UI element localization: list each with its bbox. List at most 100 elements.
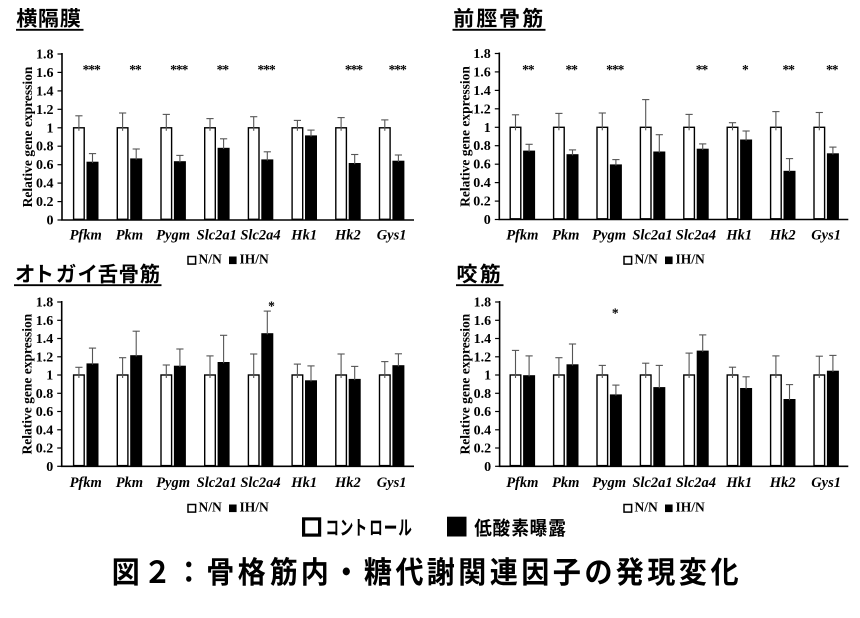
svg-text:Pkm: Pkm [552, 228, 579, 244]
svg-text:1.4: 1.4 [474, 332, 492, 347]
svg-text:***: *** [83, 62, 102, 77]
svg-text:0.4: 0.4 [36, 423, 54, 438]
svg-text:Hk1: Hk1 [725, 475, 752, 491]
svg-text:0.6: 0.6 [36, 158, 54, 173]
svg-text:**: ** [826, 62, 839, 77]
svg-text:*: * [612, 306, 619, 321]
svg-text:0.8: 0.8 [36, 140, 54, 155]
svg-text:0.8: 0.8 [36, 387, 54, 402]
svg-text:1.8: 1.8 [473, 47, 491, 62]
svg-text:*: * [268, 299, 275, 314]
svg-text:Pygm: Pygm [156, 228, 190, 244]
svg-text:Pfkm: Pfkm [70, 475, 102, 491]
svg-text:Slc2a1: Slc2a1 [632, 475, 672, 491]
svg-text:0.4: 0.4 [474, 423, 492, 438]
svg-text:N/N: N/N [635, 252, 659, 267]
svg-text:Slc2a4: Slc2a4 [240, 475, 280, 491]
svg-text:Pfkm: Pfkm [70, 228, 102, 244]
svg-text:Hk2: Hk2 [769, 228, 796, 244]
svg-text:Slc2a4: Slc2a4 [240, 228, 280, 244]
svg-text:1.6: 1.6 [473, 65, 491, 80]
svg-text:Pygm: Pygm [156, 475, 190, 491]
svg-text:Hk1: Hk1 [725, 228, 752, 244]
svg-text:1: 1 [47, 121, 54, 136]
svg-text:0: 0 [484, 213, 491, 228]
svg-text:IH/N: IH/N [240, 252, 270, 267]
svg-text:Hk2: Hk2 [334, 228, 361, 244]
svg-text:Slc2a1: Slc2a1 [197, 228, 237, 244]
svg-text:N/N: N/N [635, 500, 659, 515]
svg-text:Hk1: Hk1 [290, 475, 317, 491]
svg-text:Relative gene expression: Relative gene expression [458, 313, 473, 454]
svg-text:Hk2: Hk2 [334, 475, 361, 491]
svg-text:Slc2a1: Slc2a1 [632, 228, 672, 244]
svg-text:0.2: 0.2 [473, 195, 491, 210]
svg-text:1.4: 1.4 [36, 84, 54, 99]
svg-text:0.6: 0.6 [36, 405, 54, 420]
svg-text:**: ** [129, 62, 142, 77]
svg-text:1.6: 1.6 [36, 66, 54, 81]
svg-text:1.4: 1.4 [473, 84, 491, 99]
svg-text:**: ** [696, 62, 709, 77]
svg-text:***: *** [257, 62, 276, 77]
svg-text:Pfkm: Pfkm [506, 228, 538, 244]
svg-text:0.2: 0.2 [474, 442, 492, 457]
svg-text:0.6: 0.6 [474, 405, 492, 420]
svg-text:Pygm: Pygm [592, 475, 626, 491]
svg-text:0.8: 0.8 [474, 387, 492, 402]
svg-text:**: ** [566, 62, 579, 77]
svg-text:0: 0 [47, 214, 54, 229]
svg-text:1.2: 1.2 [36, 350, 54, 365]
svg-text:Pkm: Pkm [116, 228, 143, 244]
svg-text:1: 1 [484, 121, 491, 136]
svg-text:***: *** [389, 62, 408, 77]
svg-text:Gys1: Gys1 [377, 475, 407, 491]
svg-text:0.4: 0.4 [36, 177, 54, 192]
svg-text:Pygm: Pygm [592, 228, 626, 244]
svg-text:IH/N: IH/N [676, 500, 706, 515]
svg-text:Hk2: Hk2 [769, 475, 796, 491]
svg-text:Pfkm: Pfkm [506, 475, 538, 491]
svg-text:Relative gene expression: Relative gene expression [20, 313, 35, 454]
svg-text:1: 1 [46, 369, 53, 384]
svg-text:0.2: 0.2 [36, 195, 54, 210]
svg-text:1.4: 1.4 [36, 332, 54, 347]
svg-text:1.2: 1.2 [474, 350, 492, 365]
svg-text:1.6: 1.6 [36, 314, 54, 329]
svg-text:1.2: 1.2 [473, 102, 491, 117]
svg-text:Gys1: Gys1 [377, 228, 407, 244]
svg-text:Relative gene expression: Relative gene expression [20, 66, 35, 207]
svg-text:N/N: N/N [199, 252, 223, 267]
svg-text:1.6: 1.6 [474, 314, 492, 329]
svg-text:IH/N: IH/N [676, 252, 706, 267]
svg-text:***: *** [606, 62, 625, 77]
svg-text:**: ** [783, 62, 796, 77]
svg-text:1.8: 1.8 [36, 48, 54, 63]
svg-text:N/N: N/N [199, 500, 223, 515]
svg-text:Gys1: Gys1 [811, 228, 841, 244]
svg-text:0: 0 [46, 460, 53, 475]
svg-text:0.2: 0.2 [36, 442, 54, 457]
svg-text:**: ** [522, 62, 535, 77]
svg-text:0.8: 0.8 [473, 139, 491, 154]
svg-text:0.6: 0.6 [473, 158, 491, 173]
svg-text:0: 0 [484, 460, 491, 475]
svg-text:0.4: 0.4 [473, 176, 491, 191]
svg-text:1: 1 [484, 369, 491, 384]
svg-text:1.2: 1.2 [36, 103, 54, 118]
svg-text:Relative gene expression: Relative gene expression [457, 66, 472, 207]
svg-text:Hk1: Hk1 [290, 228, 317, 244]
svg-text:Gys1: Gys1 [811, 475, 841, 491]
svg-text:Pkm: Pkm [116, 475, 143, 491]
svg-text:Slc2a4: Slc2a4 [676, 475, 716, 491]
svg-text:IH/N: IH/N [240, 500, 270, 515]
svg-text:Slc2a1: Slc2a1 [197, 475, 237, 491]
svg-text:***: *** [170, 62, 189, 77]
svg-text:Pkm: Pkm [552, 475, 579, 491]
svg-text:Slc2a4: Slc2a4 [676, 228, 716, 244]
svg-text:**: ** [217, 62, 230, 77]
svg-text:***: *** [345, 62, 364, 77]
svg-text:*: * [742, 62, 749, 77]
svg-text:1.8: 1.8 [474, 296, 492, 311]
svg-text:1.8: 1.8 [36, 296, 54, 311]
